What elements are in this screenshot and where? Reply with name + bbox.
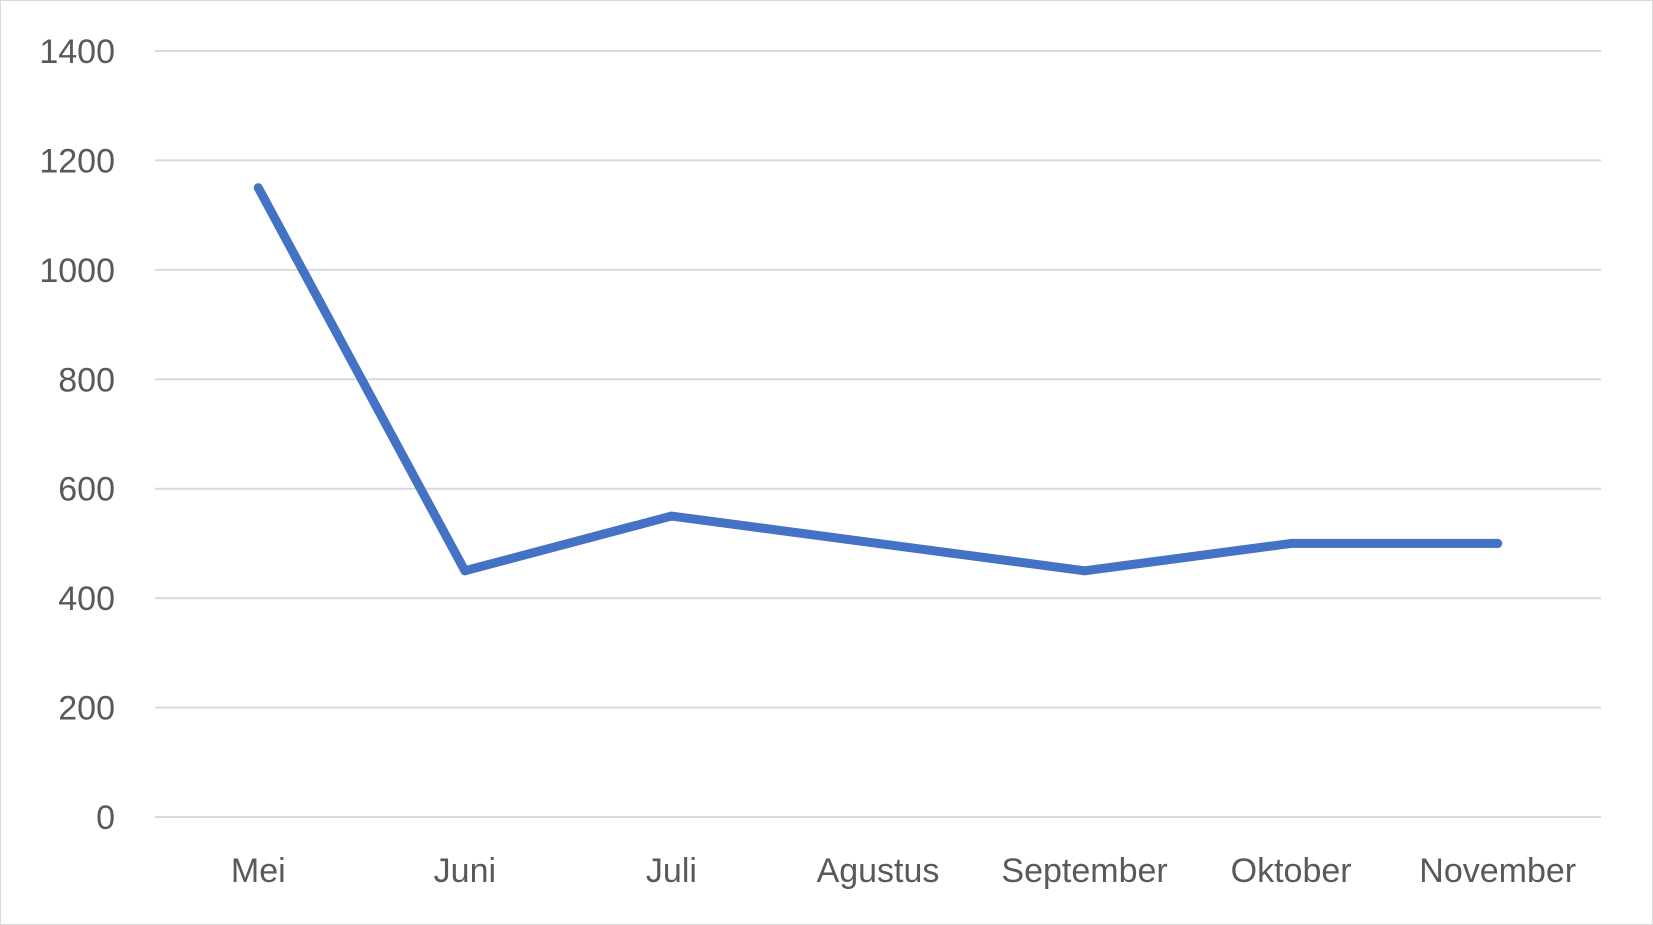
data-point-0-6 [1493, 538, 1503, 548]
series-group [253, 183, 1503, 576]
x-tick-label-6: November [1419, 852, 1576, 890]
y-axis-ticks: 0 200 400 600 800 1000 1200 1400 [39, 33, 115, 837]
y-tick-label-6: 1200 [39, 142, 115, 180]
y-tick-label-2: 400 [58, 580, 115, 618]
x-tick-label-5: Oktober [1231, 852, 1352, 890]
data-point-0-3 [873, 538, 883, 548]
x-tick-label-3: Agustus [817, 852, 940, 890]
data-point-0-5 [1286, 538, 1296, 548]
x-tick-label-1: Juni [434, 852, 496, 890]
x-tick-label-2: Juli [646, 852, 697, 890]
data-point-0-2 [666, 511, 676, 521]
gridlines [155, 50, 1601, 818]
x-axis-ticks: Mei Juni Juli Agustus September Oktober Novemb… [231, 852, 1576, 890]
y-tick-label-0: 0 [96, 799, 115, 837]
data-point-0-0 [253, 183, 263, 193]
x-tick-label-4: September [1001, 852, 1167, 890]
y-tick-label-1: 200 [58, 690, 115, 728]
x-tick-label-0: Mei [231, 852, 286, 890]
y-tick-label-4: 800 [58, 361, 115, 399]
data-point-0-1 [460, 566, 470, 576]
y-tick-label-5: 1000 [39, 252, 115, 290]
y-tick-label-3: 600 [58, 471, 115, 509]
y-tick-label-7: 1400 [39, 33, 115, 71]
data-point-0-4 [1080, 566, 1090, 576]
